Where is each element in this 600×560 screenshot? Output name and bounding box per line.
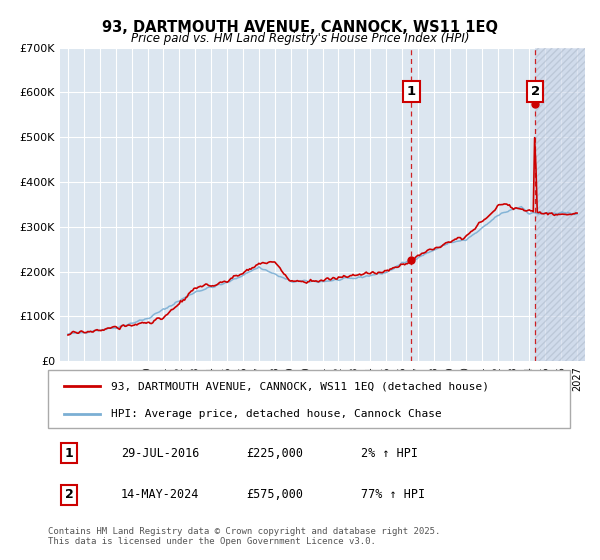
Text: 93, DARTMOUTH AVENUE, CANNOCK, WS11 1EQ: 93, DARTMOUTH AVENUE, CANNOCK, WS11 1EQ — [102, 20, 498, 35]
Text: 77% ↑ HPI: 77% ↑ HPI — [361, 488, 425, 501]
Text: 29-JUL-2016: 29-JUL-2016 — [121, 446, 199, 460]
FancyBboxPatch shape — [48, 370, 570, 428]
Text: 1: 1 — [407, 85, 416, 98]
Text: £225,000: £225,000 — [247, 446, 304, 460]
Text: 93, DARTMOUTH AVENUE, CANNOCK, WS11 1EQ (detached house): 93, DARTMOUTH AVENUE, CANNOCK, WS11 1EQ … — [110, 381, 488, 391]
Bar — [535, 48, 585, 361]
Text: HPI: Average price, detached house, Cannock Chase: HPI: Average price, detached house, Cann… — [110, 409, 442, 419]
Text: 2: 2 — [530, 85, 540, 98]
Text: 14-MAY-2024: 14-MAY-2024 — [121, 488, 199, 501]
Text: 2% ↑ HPI: 2% ↑ HPI — [361, 446, 418, 460]
Text: Price paid vs. HM Land Registry's House Price Index (HPI): Price paid vs. HM Land Registry's House … — [131, 32, 469, 45]
Text: 2: 2 — [65, 488, 73, 501]
Text: Contains HM Land Registry data © Crown copyright and database right 2025.
This d: Contains HM Land Registry data © Crown c… — [48, 527, 440, 547]
Text: £575,000: £575,000 — [247, 488, 304, 501]
Text: 1: 1 — [65, 446, 73, 460]
